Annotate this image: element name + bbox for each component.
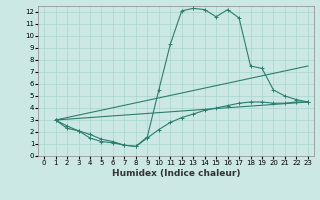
X-axis label: Humidex (Indice chaleur): Humidex (Indice chaleur) [112,169,240,178]
